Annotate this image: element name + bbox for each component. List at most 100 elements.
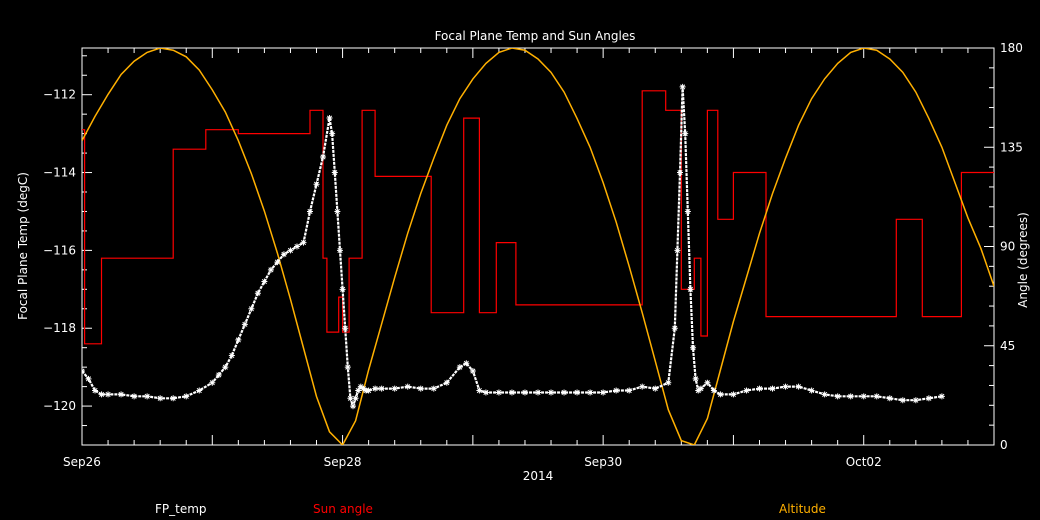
fp-temp-point [352,395,359,402]
fp-temp-point [679,83,686,90]
x-axis-label: 2014 [523,469,554,483]
fp-temp-point [899,397,906,404]
fp-temp-point [626,387,633,394]
fp-temp-point [600,389,607,396]
fp-temp-point [463,360,470,367]
legend-altitude: Altitude [779,502,826,516]
fp-temp-point [682,130,689,137]
legend-fp-temp: FP_temp [155,502,207,516]
fp-temp-point [326,115,333,122]
fp-temp-point [677,169,684,176]
fp-temp-point [344,364,351,371]
fp-temp-point [215,371,222,378]
fp-temp-point [209,379,216,386]
fp-temp-point [521,389,528,396]
fp-temp-point [118,391,125,398]
fp-temp-point [687,286,694,293]
fp-temp-point [704,379,711,386]
fp-temp-point [274,259,281,266]
fp-temp-point [769,385,776,392]
fp-temp-point [717,391,724,398]
y-tick-label: −112 [43,88,76,102]
fp-temp-point [730,391,737,398]
y-tick-label: −118 [43,321,76,335]
fp-temp-point [469,368,476,375]
fp-temp-point [157,395,164,402]
fp-temp-point [613,387,620,394]
fp-temp-point [443,379,450,386]
fp-temp-point [710,387,717,394]
series-fp-temp-line [82,86,943,410]
fp-temp-point [697,385,704,392]
fp-temp-point [938,393,945,400]
fp-temp-point [912,397,919,404]
fp-temp-point [795,383,802,390]
fp-temp-point [692,375,699,382]
fp-temp-point [254,290,261,297]
fp-temp-point [357,383,364,390]
y-tick-label: −120 [43,399,76,413]
fp-temp-point [293,243,300,250]
fp-temp-point [170,395,177,402]
fp-temp-point [261,278,268,285]
fp-temp-point [674,247,681,254]
fp-temp-point [85,375,92,382]
fp-temp-point [196,387,203,394]
y2-tick-label: 135 [1000,140,1023,154]
fp-temp-point [92,387,99,394]
fp-temp-point [360,385,367,392]
y2-axis-label: Angle (degrees) [1016,212,1030,308]
fp-temp-point [287,247,294,254]
fp-temp-point [561,389,568,396]
fp-temp-point [873,393,880,400]
fp-temp-point [886,395,893,402]
fp-temp-point [349,403,356,410]
series-sun-angle [82,90,994,345]
fp-temp-point [743,387,750,394]
fp-temp-point [336,247,343,254]
fp-temp-point [684,208,691,215]
fp-temp-point [339,286,346,293]
fp-temp-point [105,391,112,398]
fp-temp-point [300,239,307,246]
x-tick-label: Sep28 [324,455,362,469]
fp-temp-point [347,395,354,402]
chart-title: Focal Plane Temp and Sun Angles [435,29,636,43]
y2-tick-label: 45 [1000,339,1015,353]
fp-temp-point [665,379,672,386]
fp-temp-point [756,385,763,392]
fp-temp-point [378,385,385,392]
fp-temp-point [925,395,932,402]
fp-temp-point [391,385,398,392]
fp-temp-point [98,391,105,398]
fp-temp-point [329,130,336,137]
fp-temp-point [834,393,841,400]
plot-frame [81,47,995,446]
fp-temp-point [365,387,372,394]
fp-temp-point [821,391,828,398]
y2-tick-label: 180 [1000,41,1023,55]
fp-temp-point [548,389,555,396]
y2-tick-label: 90 [1000,240,1015,254]
fp-temp-point [476,387,483,394]
fp-temp-point [847,393,854,400]
fp-temp-point [808,387,815,394]
fp-temp-point [417,385,424,392]
y-axis-label: Focal Plane Temp (degC) [16,172,30,320]
fp-temp-point [690,344,697,351]
fp-temp-point [342,325,349,332]
fp-temp-point [639,383,646,390]
fp-temp-point [183,393,190,400]
y-axis-left: −112 −114 −116 −118 −120 [43,55,92,446]
fp-temp-point [430,385,437,392]
fp-temp-point [671,325,678,332]
x-tick-label: Sep26 [63,455,101,469]
fp-temp-point [331,169,338,176]
fp-temp-point [587,389,594,396]
fp-temp-point [404,383,411,390]
x-tick-label: Sep30 [584,455,622,469]
y-axis-right: 0 45 90 135 180 [984,41,1023,452]
fp-temp-point [248,305,255,312]
fp-temp-point [535,389,541,396]
